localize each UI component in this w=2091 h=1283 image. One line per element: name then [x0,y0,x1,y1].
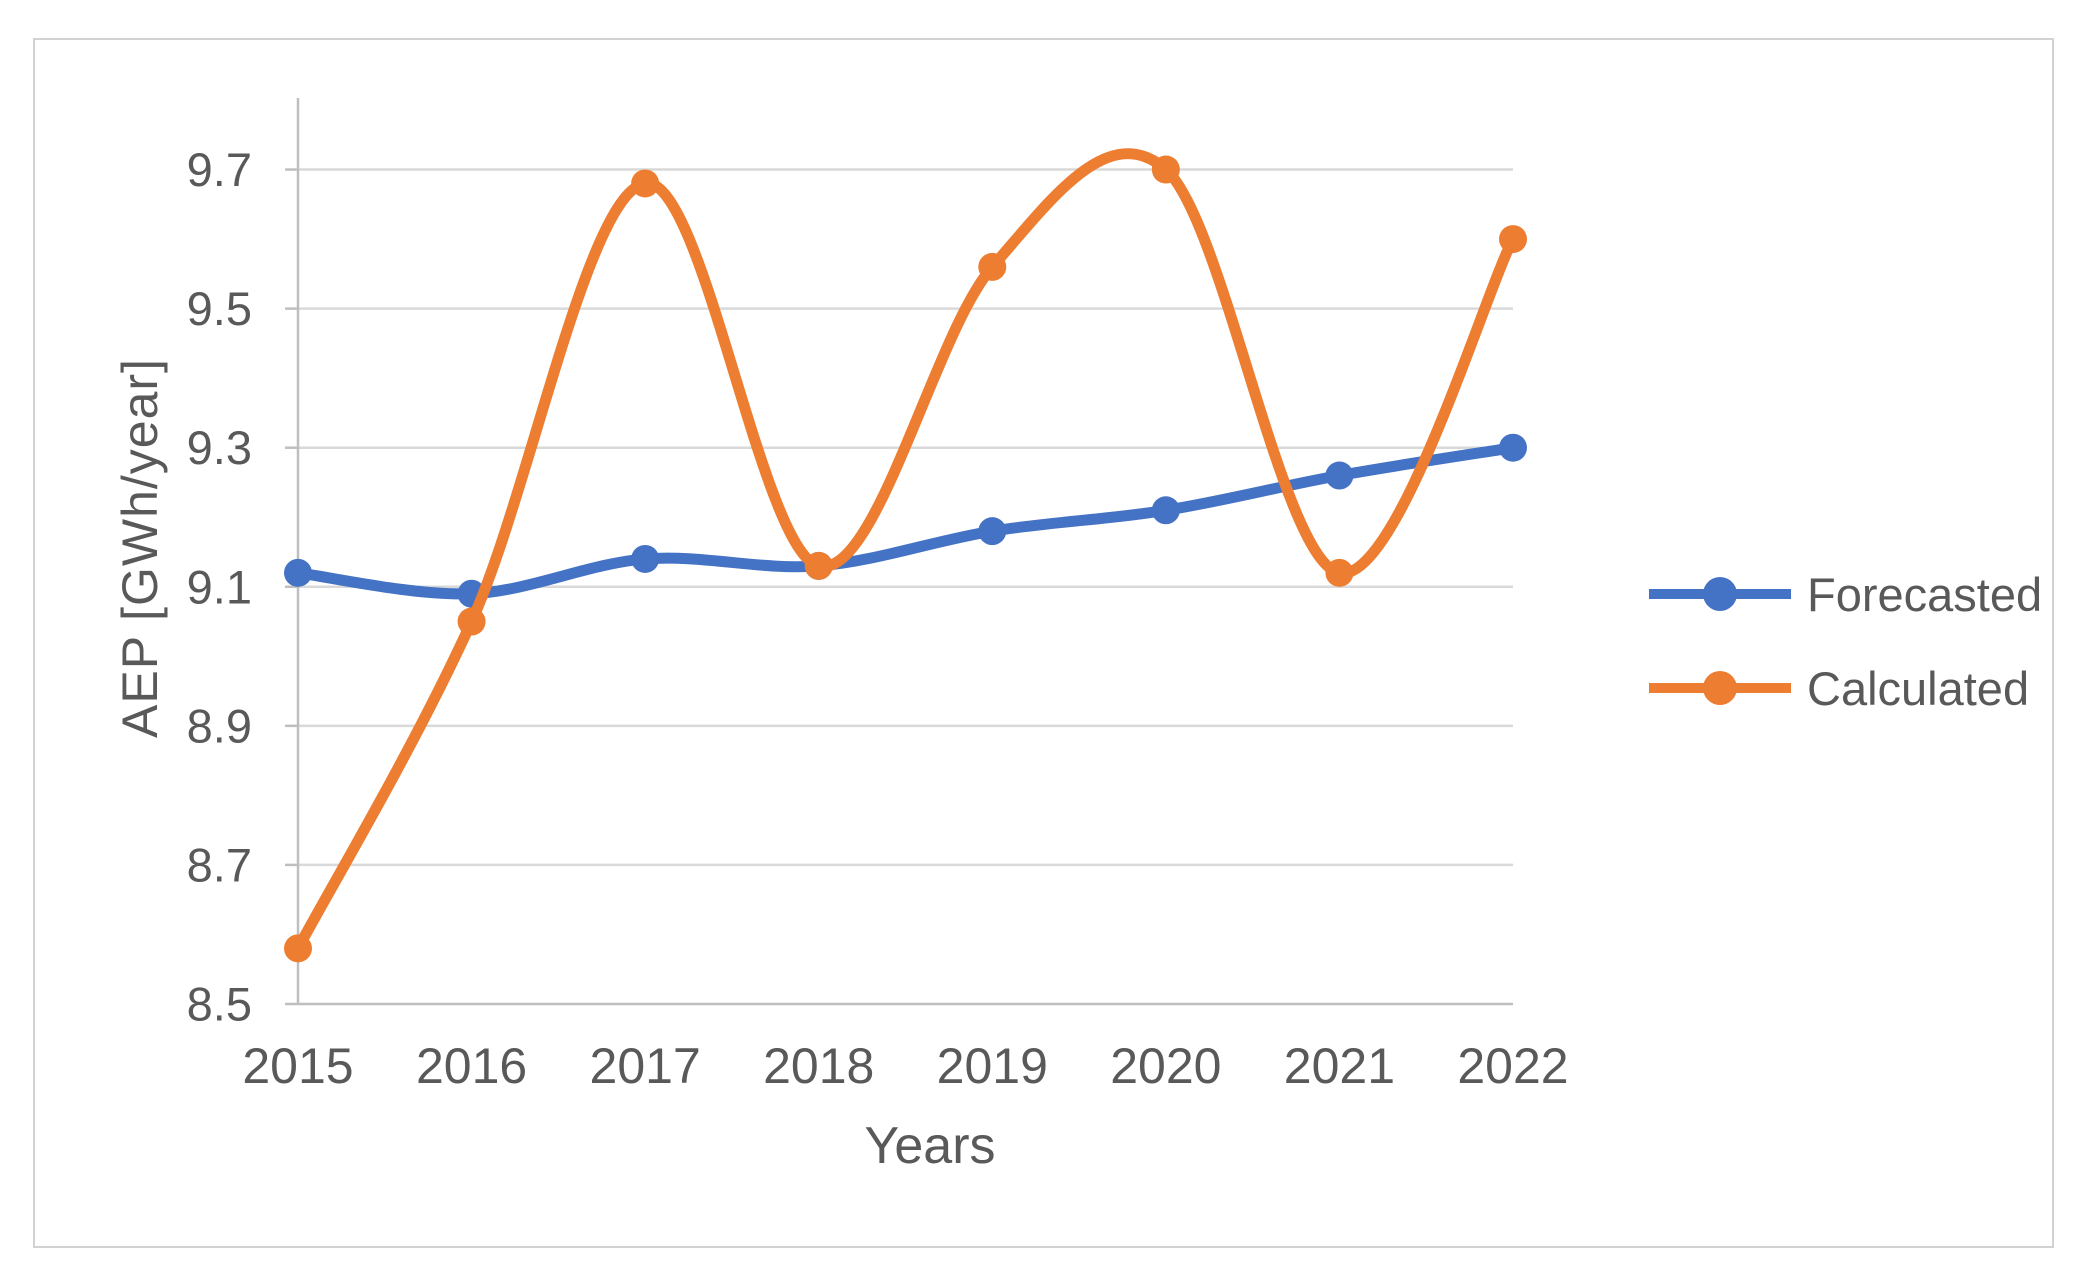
data-point-marker-calculated [457,607,486,636]
data-point-marker-forecasted [1499,433,1527,462]
data-point-marker-calculated [1499,225,1527,254]
data-point-marker-forecasted [978,517,1007,546]
series-line-calculated [292,148,1519,954]
y-tick-label: 9.1 [187,560,252,613]
y-tick-label: 8.9 [187,699,252,752]
x-tick-label: 2016 [416,1038,527,1094]
data-point-marker-forecasted [1151,496,1180,525]
data-point-marker-calculated [804,551,833,580]
data-point-marker-calculated [978,252,1007,281]
legend-item-calculated[interactable]: Calculated [1645,654,2042,722]
series-line-forecasted [292,442,1519,600]
x-axis-title: Years [864,1117,996,1175]
legend-label-forecasted: Forecasted [1807,567,2043,621]
y-tick-label: 8.5 [187,978,252,1031]
chart-border [33,38,2054,1248]
legend-item-forecasted[interactable]: Forecasted [1645,560,2042,628]
data-point-marker-forecasted [284,558,312,587]
x-tick-label: 2018 [763,1038,874,1094]
data-point-marker-calculated [284,934,312,963]
y-tick-label: 8.7 [187,838,252,891]
y-axis-title: AEP [GWh/year] [112,358,168,738]
x-tick-label: 2019 [937,1038,1048,1094]
calculated-line-marker-icon [1649,671,1791,705]
x-tick-label: 2022 [1457,1038,1568,1094]
data-point-marker-forecasted [1325,461,1354,490]
data-point-marker-calculated [1151,155,1180,184]
y-tick-label: 9.5 [187,282,252,335]
y-tick-label: 9.3 [187,421,252,474]
x-tick-label: 2020 [1110,1038,1221,1094]
x-tick-label: 2021 [1284,1038,1395,1094]
data-point-marker-calculated [1325,558,1354,587]
forecasted-line-marker-icon [1649,577,1791,611]
x-tick-label: 2015 [242,1038,353,1094]
x-tick-label: 2017 [590,1038,701,1094]
legend: Forecasted Calculated [1645,560,2042,722]
data-point-marker-calculated [631,169,660,198]
y-tick-label: 9.7 [187,143,252,196]
legend-label-calculated: Calculated [1807,661,2030,715]
data-point-marker-forecasted [631,544,660,573]
